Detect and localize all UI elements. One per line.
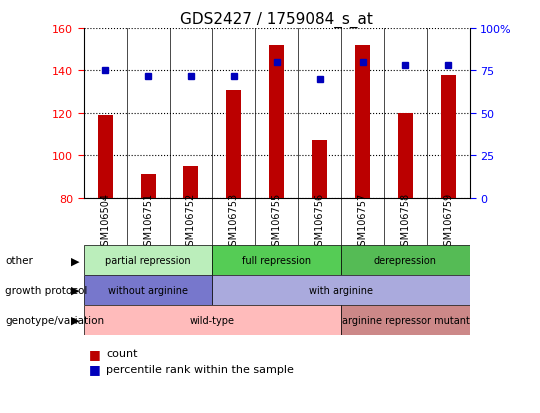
Text: GSM106751: GSM106751	[143, 192, 153, 252]
Text: ▶: ▶	[71, 285, 80, 295]
Bar	[341, 246, 470, 275]
Text: count: count	[106, 349, 138, 358]
Text: GSM106752: GSM106752	[186, 192, 196, 252]
Bar	[212, 275, 470, 305]
Text: arginine repressor mutant: arginine repressor mutant	[341, 315, 469, 325]
Bar	[140, 175, 156, 198]
Text: without arginine: without arginine	[108, 285, 188, 295]
Text: GSM106753: GSM106753	[229, 192, 239, 252]
Text: other: other	[5, 256, 33, 266]
Text: GSM106756: GSM106756	[315, 192, 325, 252]
Text: with arginine: with arginine	[309, 285, 373, 295]
Bar	[184, 166, 199, 198]
Bar	[355, 46, 370, 198]
Text: partial repression: partial repression	[105, 256, 191, 266]
Bar	[269, 46, 284, 198]
Bar	[84, 275, 212, 305]
Text: ▶: ▶	[71, 256, 80, 266]
Text: derepression: derepression	[374, 256, 437, 266]
Bar	[98, 116, 113, 198]
Bar	[341, 305, 470, 335]
Text: GSM106757: GSM106757	[357, 192, 368, 252]
Text: wild-type: wild-type	[190, 315, 235, 325]
Text: full repression: full repression	[242, 256, 312, 266]
Text: GSM106759: GSM106759	[443, 192, 454, 252]
Title: GDS2427 / 1759084_s_at: GDS2427 / 1759084_s_at	[180, 12, 373, 28]
Bar	[84, 246, 212, 275]
Text: ■: ■	[89, 362, 101, 375]
Text: ▶: ▶	[71, 315, 80, 325]
Text: growth protocol: growth protocol	[5, 285, 88, 295]
Bar	[226, 90, 241, 198]
Text: percentile rank within the sample: percentile rank within the sample	[106, 364, 294, 374]
Text: GSM106758: GSM106758	[401, 192, 410, 252]
Text: GSM106504: GSM106504	[100, 192, 110, 252]
Text: genotype/variation: genotype/variation	[5, 315, 105, 325]
Bar	[398, 114, 413, 198]
Bar	[212, 246, 341, 275]
Bar	[441, 76, 456, 198]
Bar	[84, 305, 341, 335]
Bar	[312, 141, 327, 198]
Text: ■: ■	[89, 347, 101, 360]
Text: GSM106755: GSM106755	[272, 192, 282, 252]
